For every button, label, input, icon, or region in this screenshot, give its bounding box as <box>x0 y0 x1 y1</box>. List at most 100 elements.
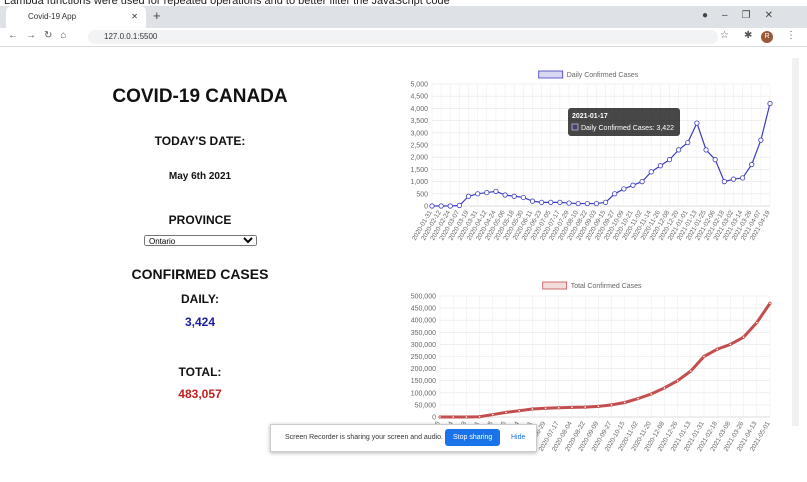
y-tick-label: 400,000 <box>411 318 436 325</box>
y-tick-label: 150,000 <box>411 378 436 385</box>
scrollbar[interactable] <box>792 58 799 426</box>
extensions[interactable]: ✱ <box>744 30 753 41</box>
data-point <box>728 342 733 346</box>
data-point <box>557 199 563 205</box>
data-point <box>583 405 587 409</box>
data-point <box>438 203 444 209</box>
daily-label: DAILY: <box>180 292 219 306</box>
data-point <box>511 193 517 199</box>
data-point <box>741 335 746 339</box>
data-point <box>557 406 561 410</box>
y-tick-label: 3,000 <box>410 130 428 137</box>
data-point <box>712 157 718 163</box>
recorder-text: Screen Recorder is sharing your screen a… <box>285 434 443 441</box>
data-point <box>456 202 463 209</box>
y-tick-label: 0 <box>432 415 436 422</box>
data-point <box>730 176 737 182</box>
data-point <box>630 182 636 188</box>
data-point <box>429 203 435 209</box>
data-point <box>491 412 495 417</box>
stop-button[interactable]: Stop sharing <box>445 429 501 446</box>
data-point <box>685 139 691 146</box>
legend-swatch <box>538 70 564 79</box>
charts: Daily Confirmed Cases 0 500 1,000 1,500 2,000… <box>410 70 773 453</box>
data-point <box>465 193 472 199</box>
y-tick-label: 50,000 <box>415 402 437 409</box>
data-point <box>739 175 746 181</box>
tab[interactable]: Covid-19 App ✕ <box>6 6 146 28</box>
y-tick-label: 500 <box>416 191 428 198</box>
profile[interactable]: R <box>761 31 773 43</box>
window-controls[interactable]: ●‒❐✕ <box>702 10 787 21</box>
nav-buttons[interactable]: ←→↻⌂ <box>8 30 75 41</box>
series-line <box>440 302 772 419</box>
hide-button[interactable]: Hide <box>511 434 526 441</box>
data-point <box>623 400 627 405</box>
data-point <box>517 409 521 413</box>
data-point <box>602 199 609 205</box>
legend-label: Daily Confirmed Cases <box>567 72 639 79</box>
data-point <box>767 100 773 107</box>
data-point <box>543 406 548 410</box>
y-tick-label: 450,000 <box>411 306 436 313</box>
data-point <box>675 379 680 383</box>
data-point <box>755 321 759 325</box>
data-point <box>715 347 719 351</box>
data-point <box>570 405 574 409</box>
y-tick-label: 2,500 <box>410 143 428 150</box>
data-point <box>702 354 706 359</box>
data-point <box>639 179 645 185</box>
y-tick-label: 0 <box>424 204 428 211</box>
y-tick-label: 100,000 <box>411 390 436 397</box>
data-point <box>676 147 682 153</box>
y-tick-label: 2,000 <box>410 155 428 162</box>
data-point <box>649 392 653 396</box>
data-point <box>648 169 654 175</box>
confirmed-label: CONFIRMED CASES <box>131 266 269 282</box>
new-tab[interactable]: + <box>153 8 161 23</box>
y-tick-label: 500,000 <box>411 294 436 301</box>
y-tick-label: 3,500 <box>410 118 428 125</box>
date-label: TODAY'S DATE: <box>154 134 246 148</box>
menu[interactable]: ⋮ <box>786 30 796 41</box>
data-point <box>749 161 755 168</box>
data-point <box>593 200 600 207</box>
y-tick-label: 200,000 <box>411 366 436 373</box>
y-tick-label: 5,000 <box>410 82 428 89</box>
data-point <box>609 403 614 407</box>
y-tick-label: 4,500 <box>410 94 428 101</box>
y-tick-label: 1,000 <box>410 179 428 186</box>
data-point <box>566 200 572 206</box>
date: May 6th 2021 <box>168 171 232 182</box>
data-point <box>451 415 455 419</box>
data-point <box>447 203 453 209</box>
data-point <box>539 199 545 205</box>
data-point <box>548 199 554 205</box>
data-point <box>596 404 601 408</box>
recorder-bar: Screen Recorder is sharing your screen a… <box>270 424 537 452</box>
y-tick-label: 250,000 <box>411 354 436 361</box>
legend-label: Total Confirmed Cases <box>571 283 642 290</box>
data-point <box>475 191 481 197</box>
data-point <box>438 415 442 419</box>
bookmark-star[interactable]: ☆ <box>720 30 729 41</box>
data-point <box>529 198 536 204</box>
total-value: 483,057 <box>178 387 222 401</box>
tooltip-swatch <box>571 123 579 131</box>
data-point <box>721 179 727 185</box>
province-label: PROVINCE <box>168 213 232 227</box>
data-point <box>662 386 667 390</box>
total-label: TOTAL: <box>178 365 222 379</box>
data-point <box>621 186 627 192</box>
data-point <box>612 191 618 197</box>
data-point <box>477 415 482 419</box>
data-point <box>768 301 772 305</box>
tab-title: Covid-19 App <box>28 12 77 21</box>
data-point <box>689 369 693 373</box>
data-point <box>584 200 590 207</box>
page-title: COVID-19 CANADA <box>112 86 288 107</box>
address-bar[interactable]: 127.0.0.1:5500 <box>88 30 718 44</box>
province-select[interactable]: Ontario <box>144 235 257 246</box>
data-point <box>703 147 709 153</box>
data-point <box>657 163 663 169</box>
